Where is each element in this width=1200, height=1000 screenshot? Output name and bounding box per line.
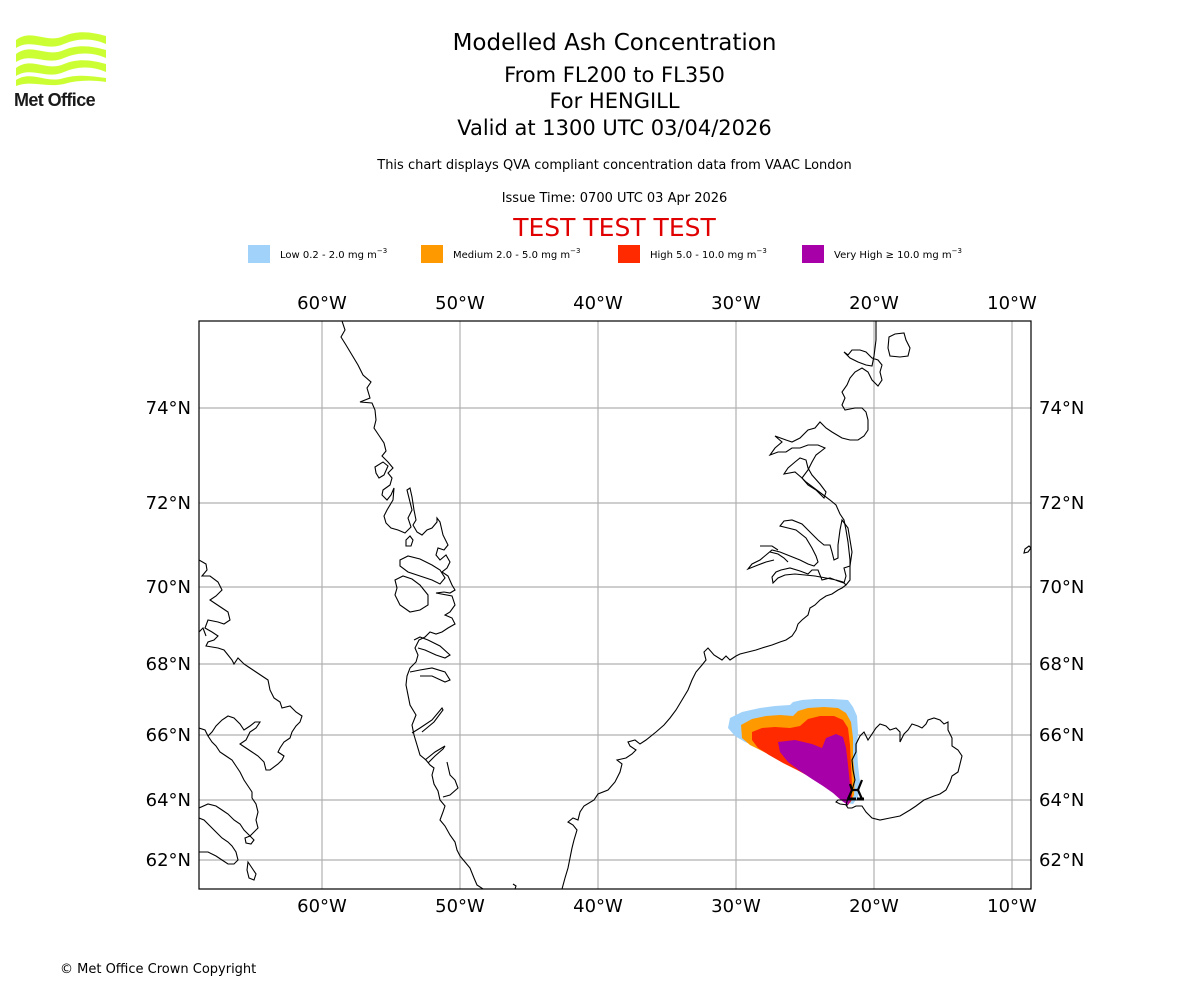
volcano-marker-icon <box>846 779 864 801</box>
coastline-fjord <box>199 627 207 637</box>
map-frame <box>198 320 1032 890</box>
coastline-fjord <box>413 636 451 659</box>
ash-area-very-high <box>778 734 851 805</box>
coastline-baffin <box>199 559 303 771</box>
y-tick-label-right: 74°N <box>1039 398 1084 419</box>
coastline-fjord <box>782 457 827 500</box>
y-tick-label-left: 70°N <box>146 577 191 598</box>
x-tick-label-top: 30°W <box>711 293 761 314</box>
met-office-waves-icon <box>16 32 106 86</box>
coastline-island <box>405 535 414 547</box>
x-tick-label-bottom: 50°W <box>435 896 485 917</box>
legend-item-low: Low 0.2 - 2.0 mg m−3 <box>248 244 387 264</box>
coastline-island <box>887 332 911 358</box>
x-tick-label-bottom: 30°W <box>711 896 761 917</box>
chart-title: Modelled Ash Concentration <box>452 30 777 56</box>
flight-level-subtitle: From FL200 to FL350 <box>504 63 725 87</box>
coastline-baffin-labrador <box>199 817 239 865</box>
legend-item-medium: Medium 2.0 - 5.0 mg m−3 <box>421 244 580 264</box>
y-tick-label-right: 68°N <box>1039 654 1084 675</box>
y-tick-label-left: 74°N <box>146 398 191 419</box>
legend-item-high: High 5.0 - 10.0 mg m−3 <box>618 244 767 264</box>
y-tick-label-left: 66°N <box>146 725 191 746</box>
coastlines <box>199 321 1031 889</box>
met-office-logo: Met Office <box>14 30 108 114</box>
coastline-fjord <box>374 461 389 479</box>
coastline-island <box>399 555 446 585</box>
x-tick-label-bottom: 20°W <box>849 896 899 917</box>
coastline-fjord <box>409 667 451 683</box>
met-office-logo-text: Met Office <box>14 90 96 110</box>
x-tick-label-top: 40°W <box>573 293 623 314</box>
copyright-notice: © Met Office Crown Copyright <box>60 962 257 977</box>
x-tick-label-bottom: 10°W <box>987 896 1037 917</box>
coastline-fjord <box>411 707 444 734</box>
coastline-greenland-east <box>561 518 853 889</box>
x-tick-label-top: 60°W <box>297 293 347 314</box>
legend-label-high: High 5.0 - 10.0 mg m−3 <box>650 247 767 261</box>
legend-swatch-high <box>618 245 640 263</box>
y-tick-label-right: 62°N <box>1039 850 1084 871</box>
legend-swatch-low <box>248 245 270 263</box>
legend-swatch-medium <box>421 245 443 263</box>
test-banner: TEST TEST TEST <box>513 213 716 242</box>
x-tick-label-top: 20°W <box>849 293 899 314</box>
issue-time: Issue Time: 0700 UTC 03 Apr 2026 <box>501 191 728 206</box>
coastline-iceland <box>845 717 963 821</box>
valid-time-subtitle: Valid at 1300 UTC 03/04/2026 <box>457 116 772 140</box>
coastline-fjord <box>442 761 459 798</box>
chart-description: This chart displays QVA compliant concen… <box>377 158 852 173</box>
legend-swatch-very-high <box>802 245 824 263</box>
y-tick-label-right: 66°N <box>1039 725 1084 746</box>
coastline-island <box>244 835 255 845</box>
x-tick-label-top: 50°W <box>435 293 485 314</box>
coastline-island <box>1023 545 1031 554</box>
y-tick-label-left: 62°N <box>146 850 191 871</box>
legend-label-medium: Medium 2.0 - 5.0 mg m−3 <box>453 247 581 261</box>
tick-labels: 60°W 60°W 50°W 50°W 40°W 40°W 30°W 30°W 20°W 20°W… <box>146 293 1085 917</box>
coastline-greenland-west <box>340 321 484 889</box>
ash-plume <box>728 699 860 805</box>
x-tick-label-bottom: 40°W <box>573 896 623 917</box>
y-tick-label-left: 68°N <box>146 654 191 675</box>
legend-item-very-high: Very High ≥ 10.0 mg m−3 <box>802 244 962 264</box>
y-tick-label-right: 70°N <box>1039 577 1084 598</box>
map-background <box>199 321 1031 889</box>
legend-label-low: Low 0.2 - 2.0 mg m−3 <box>280 247 388 261</box>
y-tick-label-left: 64°N <box>146 790 191 811</box>
y-tick-label-right: 64°N <box>1039 790 1084 811</box>
coastline-fjord <box>760 545 779 551</box>
coastline-fjord <box>512 883 517 889</box>
coastline-island <box>394 575 429 613</box>
y-tick-label-left: 72°N <box>146 493 191 514</box>
y-tick-label-right: 72°N <box>1039 493 1084 514</box>
coastline-fjord <box>424 745 446 764</box>
coastline-baffin-south <box>199 727 259 837</box>
x-tick-label-top: 10°W <box>987 293 1037 314</box>
coastline-island <box>246 860 257 881</box>
legend-label-very-high: Very High ≥ 10.0 mg m−3 <box>834 247 962 261</box>
coastline-fjord <box>769 551 789 563</box>
x-tick-label-bottom: 60°W <box>297 896 347 917</box>
volcano-subtitle: For HENGILL <box>549 89 680 113</box>
